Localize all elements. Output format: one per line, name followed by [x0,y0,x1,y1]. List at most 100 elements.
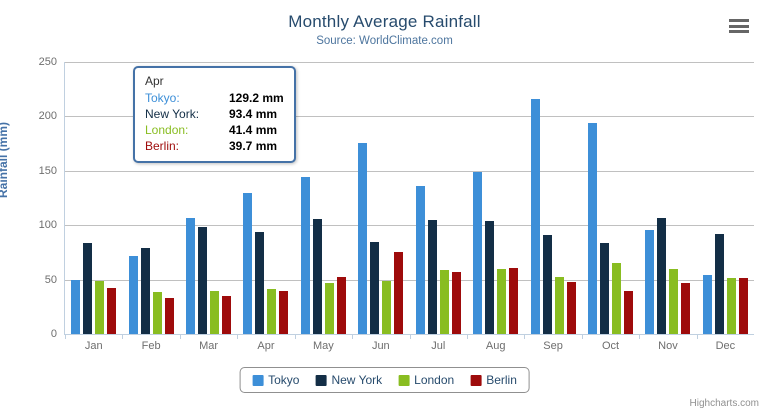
x-axis-tick [179,334,181,339]
column-bar[interactable] [210,291,220,334]
x-axis-label: Nov [658,340,678,352]
column-bar[interactable] [645,230,655,334]
column-bar[interactable] [394,251,404,334]
tooltip-header: Apr [145,74,164,88]
x-axis-tick [466,334,468,339]
column-bar[interactable] [370,242,380,334]
column-bar[interactable] [267,288,277,334]
y-axis-label: 50 [44,273,57,286]
column-bar[interactable] [222,296,232,334]
column-bar[interactable] [83,243,93,334]
x-axis-label: Jun [371,340,390,352]
column-bar[interactable] [186,218,196,334]
column-bar[interactable] [439,269,449,334]
tooltip-series-name: Tokyo: [145,91,180,105]
tooltip-series-value: 41.4 mm [229,123,278,137]
x-axis-labels: Jan Feb Mar Apr May Jun Jul Aug Sep Oct Nov Dec [65,340,754,352]
y-axis-label: 200 [38,110,57,123]
legend-item-new-york[interactable]: New York [315,373,382,387]
column-bar[interactable] [128,256,138,334]
column-group [65,62,122,339]
x-axis-label: Aug [485,340,506,352]
column-bar[interactable] [312,218,322,334]
column-bar[interactable] [530,98,540,334]
tooltip-series-value: 129.2 mm [229,91,284,105]
x-axis-label: Oct [601,340,620,352]
y-axis-label: 100 [38,219,57,232]
tooltip-row: Tokyo: 129.2 mm [145,90,284,106]
column-bar[interactable] [681,283,691,334]
column-group [696,62,754,339]
column-bar[interactable] [726,278,736,334]
column-bar[interactable] [542,234,552,334]
column-bar[interactable] [140,248,150,334]
tooltip-rows: Tokyo: 129.2 mm New York: 93.4 mm London: 41.… [145,90,284,154]
column-bar[interactable] [243,193,253,334]
column-bar[interactable] [451,271,461,334]
gridline [65,170,754,172]
legend-item-berlin[interactable]: Berlin [470,373,517,387]
column-bar[interactable] [600,243,609,334]
column-bar[interactable] [473,172,483,334]
column-bar[interactable] [588,122,597,334]
legend-item-label: Berlin [486,373,517,387]
gridline [65,279,754,281]
hamburger-bar [729,24,749,28]
legend-item-label: New York [331,373,383,387]
column-bar[interactable] [382,281,392,334]
tooltip-series-name: New York: [145,107,200,121]
column-bar[interactable] [497,269,507,334]
column-bar[interactable] [509,268,519,334]
column-bar[interactable] [415,186,425,334]
column-bar[interactable] [485,220,495,334]
legend-swatch-icon [398,374,410,386]
column-bar[interactable] [669,269,679,334]
column-bar[interactable] [566,282,576,334]
x-axis-tick [65,334,66,339]
x-axis-tick [294,334,296,339]
column-bar[interactable] [152,291,162,334]
column-group [122,62,179,339]
x-axis-tick [352,334,354,339]
column-bar[interactable] [95,280,105,334]
column-bar[interactable] [279,290,289,334]
x-axis-tick [639,334,641,339]
column-bar[interactable] [714,233,724,334]
tooltip: Apr Tokyo: 129.2 mm New York: 93.4 mm London… [133,66,296,163]
legend-item-london[interactable]: London [398,373,454,387]
column-group [352,62,409,339]
column-bar[interactable] [554,277,564,334]
x-axis-tick [122,334,124,339]
legend-item-tokyo[interactable]: Tokyo [252,373,299,387]
legend-item-label: Tokyo [268,373,300,387]
x-axis-label: Apr [257,340,275,352]
context-menu-icon[interactable] [729,17,751,35]
x-axis-tick [581,334,583,339]
gridline [65,116,754,118]
x-axis-label: Jan [84,340,103,352]
column-bar[interactable] [427,219,437,334]
column-bar[interactable] [255,232,265,334]
tooltip-series-name: London: [145,123,189,137]
plot-area [64,62,754,334]
legend: Tokyo New York London Berlin [239,367,530,393]
column-bar[interactable] [358,142,368,334]
column-bar[interactable] [738,278,748,334]
credits-link[interactable]: Highcharts.com [689,398,759,409]
column-bar[interactable] [624,291,633,334]
column-bar[interactable] [300,177,310,334]
column-bar[interactable] [336,276,346,334]
column-bar[interactable] [612,263,621,334]
column-bar[interactable] [164,297,174,334]
column-bar[interactable] [107,287,117,334]
column-bar[interactable] [198,226,208,334]
column-bar[interactable] [702,274,712,334]
x-axis-label: Jul [431,340,446,352]
gridline [65,62,754,63]
legend-item-label: London [414,373,455,387]
column-bar[interactable] [657,218,667,334]
column-bar[interactable] [324,282,334,334]
column-group [581,62,639,339]
column-bar[interactable] [71,279,81,334]
